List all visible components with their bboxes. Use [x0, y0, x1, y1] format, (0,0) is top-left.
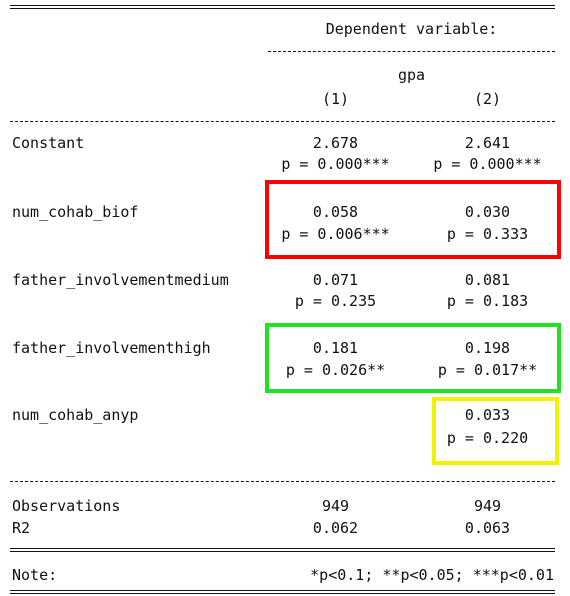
stat-r2-col1: 0.062	[312, 519, 359, 537]
pvalue-num-cohab-biof-col1: p = 0.006***	[281, 225, 390, 243]
pvalue-father-high-col1: p = 0.026**	[285, 361, 386, 379]
column-header-1: (1)	[321, 90, 350, 108]
top-double-rule	[10, 5, 555, 9]
dependent-variable-label: Dependent variable:	[325, 20, 498, 38]
pvalue-constant-col1: p = 0.000***	[281, 155, 390, 173]
yellow-highlight-box	[432, 397, 559, 465]
pvalue-constant-col2: p = 0.000***	[433, 155, 542, 173]
pvalue-father-medium-col2: p = 0.183	[446, 292, 529, 310]
row-label-father-involvement-medium: father_involvementmedium	[12, 271, 229, 289]
stat-r2-col2: 0.063	[464, 519, 511, 537]
pvalue-num-cohab-biof-col2: p = 0.333	[446, 225, 529, 243]
coef-father-medium-col1: 0.071	[312, 271, 359, 289]
coef-num-cohab-biof-col2: 0.030	[464, 203, 511, 221]
stat-observations-col2: 949	[473, 497, 502, 515]
coef-num-cohab-biof-col1: 0.058	[312, 203, 359, 221]
red-highlight-box	[265, 180, 561, 259]
stat-label-r2: R2	[12, 519, 31, 537]
row-label-father-involvement-high: father_involvementhigh	[12, 339, 211, 357]
note-double-rule	[10, 548, 555, 552]
row-label-constant: Constant	[12, 134, 85, 152]
bottom-double-rule	[10, 590, 555, 594]
coef-constant-col2: 2.641	[464, 134, 511, 152]
stats-rule	[10, 481, 555, 482]
green-highlight-box	[265, 323, 561, 393]
dep-var-underline	[268, 51, 555, 52]
row-label-num-cohab-anyp: num_cohab_anyp	[12, 406, 139, 424]
stat-label-observations: Observations	[12, 497, 121, 515]
note-text: *p<0.1; **p<0.05; ***p<0.01	[310, 566, 554, 584]
dependent-variable-name: gpa	[397, 66, 426, 84]
row-label-num-cohab-biof: num_cohab_biof	[12, 203, 139, 221]
pvalue-num-cohab-anyp-col2: p = 0.220	[446, 429, 529, 447]
column-header-2: (2)	[473, 90, 502, 108]
header-rule	[10, 121, 555, 122]
pvalue-father-high-col2: p = 0.017**	[437, 361, 538, 379]
note-label: Note:	[12, 566, 58, 584]
pvalue-father-medium-col1: p = 0.235	[294, 292, 377, 310]
coef-father-high-col2: 0.198	[464, 339, 511, 357]
stat-observations-col1: 949	[321, 497, 350, 515]
coef-father-medium-col2: 0.081	[464, 271, 511, 289]
coef-constant-col1: 2.678	[312, 134, 359, 152]
coef-father-high-col1: 0.181	[312, 339, 359, 357]
coef-num-cohab-anyp-col2: 0.033	[464, 406, 511, 424]
